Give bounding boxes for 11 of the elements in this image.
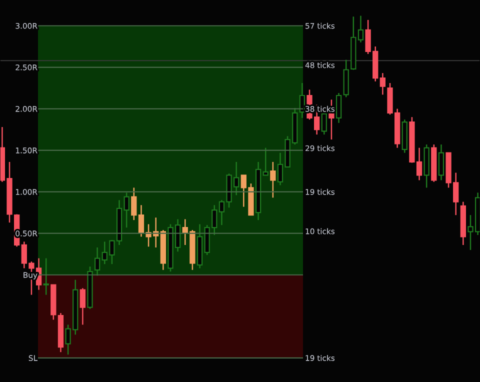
candlestick	[43, 258, 49, 296]
candlestick	[358, 15, 364, 43]
candlestick	[131, 187, 137, 221]
candlestick	[262, 147, 268, 176]
candlestick	[94, 246, 100, 276]
candlestick	[336, 92, 342, 124]
candlestick	[270, 161, 276, 198]
candlestick	[80, 288, 86, 326]
candlestick	[124, 192, 130, 228]
candlestick	[380, 72, 386, 96]
candlestick	[438, 144, 444, 181]
